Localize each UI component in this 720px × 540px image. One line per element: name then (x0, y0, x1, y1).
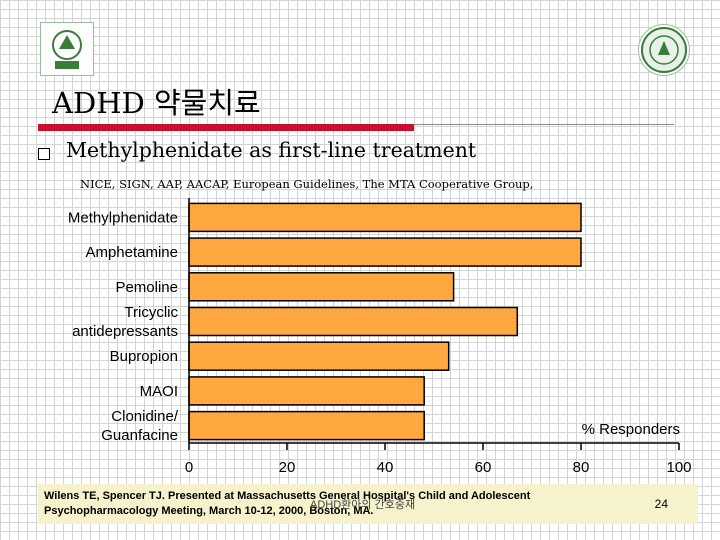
category-label: Bupropion (110, 348, 178, 365)
x-tick-label: 40 (377, 459, 394, 476)
x-tick-label: 80 (573, 459, 590, 476)
x-tick-label: 0 (185, 459, 193, 476)
bar-2 (188, 272, 455, 302)
university-logo-icon (40, 22, 94, 76)
university-seal-icon (638, 24, 690, 76)
bar-0 (188, 202, 582, 233)
slide-title: ADHD 약물치료 (52, 86, 261, 120)
category-label: Pemoline (115, 279, 178, 296)
bar-3 (188, 306, 519, 337)
bar-4 (188, 341, 450, 371)
guideline-sources: NICE, SIGN, AAP, AACAP, European Guideli… (80, 177, 534, 191)
citation-box: Wilens TE, Spencer TJ. Presented at Mass… (38, 484, 698, 524)
bullet-text: Methylphenidate as first-line treatment (66, 138, 477, 162)
category-label: MAOI (140, 383, 178, 400)
x-tick-label: 60 (475, 459, 492, 476)
category-label: Amphetamine (85, 244, 178, 261)
category-label: Methylphenidate (68, 209, 178, 226)
title-accent-bar (38, 124, 414, 131)
bar-1 (188, 237, 582, 267)
category-label: Tricyclic antidepressants (72, 304, 178, 340)
x-axis-title: % Responders (582, 421, 680, 438)
citation-line-2: Psychopharmacology Meeting, March 10-12,… (44, 505, 374, 517)
footer-slide-label: ADHD환아의 간호중재 (310, 499, 416, 511)
x-tick-label: 20 (279, 459, 296, 476)
bar-6 (188, 410, 425, 441)
bullet-square-icon (38, 148, 50, 160)
category-label: Clonidine/Guanfacine (101, 408, 179, 444)
citation-line-1: Wilens TE, Spencer TJ. Presented at Mass… (44, 490, 531, 502)
bar-5 (188, 376, 425, 406)
x-tick-label: 100 (666, 459, 691, 476)
page-number: 24 (654, 497, 668, 511)
